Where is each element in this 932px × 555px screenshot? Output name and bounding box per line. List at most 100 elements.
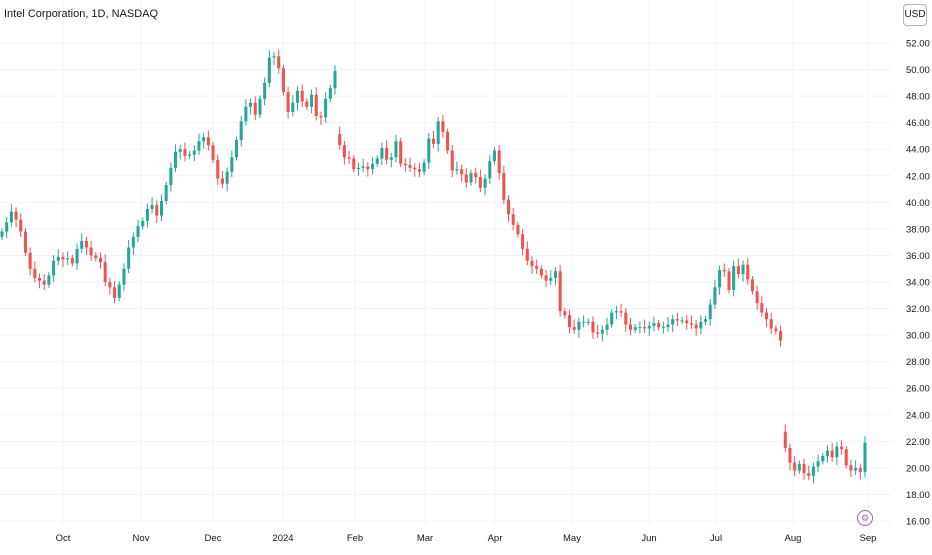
candle [239,115,243,147]
candle-body [380,147,384,159]
candle-body [89,247,93,256]
candle [633,323,637,334]
candle-body [347,157,351,159]
candle [413,163,417,177]
candle [788,443,792,471]
candle-body [591,321,595,333]
candle-body [657,323,661,328]
candle-body [431,138,436,144]
candle [567,309,572,334]
candle-body [272,56,276,58]
candle [783,424,787,453]
candle-body [708,304,712,320]
candle [535,259,539,275]
candle [488,154,492,184]
candle-body [614,311,618,313]
candle-body [497,150,501,174]
candle [84,236,88,256]
candle-body [746,264,750,280]
y-tick-label: 32.00 [906,304,930,315]
candle [863,436,867,478]
candle [638,321,642,334]
candle-body [174,151,178,168]
candle [661,321,665,334]
grid [0,0,892,525]
candle [657,319,661,331]
candle [328,84,332,103]
candle [399,137,403,168]
candle-body [816,461,820,467]
candle-body [206,137,210,146]
y-tick-label: 24.00 [906,410,930,421]
candle-body [70,258,74,264]
candle-body [422,162,426,172]
candle-body [192,150,196,155]
candle-body [267,57,271,83]
y-tick-label: 40.00 [906,198,930,209]
candle-body [624,312,628,325]
candle-body [675,319,679,321]
candle [42,274,46,291]
candle-body [14,211,18,220]
candle [835,442,839,465]
y-tick-label: 38.00 [906,224,930,235]
candle-body [263,82,267,99]
candle-body [446,131,450,151]
candle-body [338,134,342,146]
candle-body [234,139,239,158]
candle [582,315,586,328]
candle [502,165,506,205]
candle-body [643,327,647,329]
gear-icon[interactable]: ⚙ [857,510,873,526]
candle-body [460,169,464,175]
candle-body [755,291,759,304]
candle [300,84,304,107]
candle-body [28,252,32,269]
candle-body [647,325,651,329]
candle [539,265,543,279]
candle [178,144,182,160]
candle-body [385,147,389,160]
candle-body [750,279,754,292]
candle-body [863,442,867,472]
x-tick-label: Oct [56,533,71,544]
candle [122,263,126,292]
candle-body [249,102,253,107]
candle [558,264,562,317]
candle-body [399,141,403,164]
y-tick-label: 26.00 [906,384,930,395]
candle-body [342,145,346,158]
y-tick-label: 52.00 [906,39,930,50]
candle-body [188,154,192,156]
candle [103,254,107,287]
candle-body [596,332,600,334]
candle-body [713,287,717,305]
candle [525,241,529,266]
candle-body [478,177,482,188]
candle-body [352,158,356,170]
candle [422,159,426,176]
candle [553,266,557,286]
candle [666,316,670,332]
candle-body [225,171,229,184]
candle [689,315,693,329]
y-tick-label: 30.00 [906,331,930,342]
candle [80,233,84,254]
candle [521,228,525,256]
candle-body [197,141,201,151]
candle [28,247,32,276]
candle-body [9,211,13,223]
candle [821,452,825,465]
candle-body [42,280,46,285]
currency-button[interactable]: USD [903,4,927,26]
y-tick-label: 22.00 [906,437,930,448]
candle [858,463,862,480]
candle-body [844,449,848,466]
candle [403,158,407,172]
candle-body [113,287,117,298]
candle [446,128,450,154]
candle-body [553,271,557,279]
candle-body [328,88,332,99]
candle [718,265,722,295]
candle-body [413,167,417,170]
